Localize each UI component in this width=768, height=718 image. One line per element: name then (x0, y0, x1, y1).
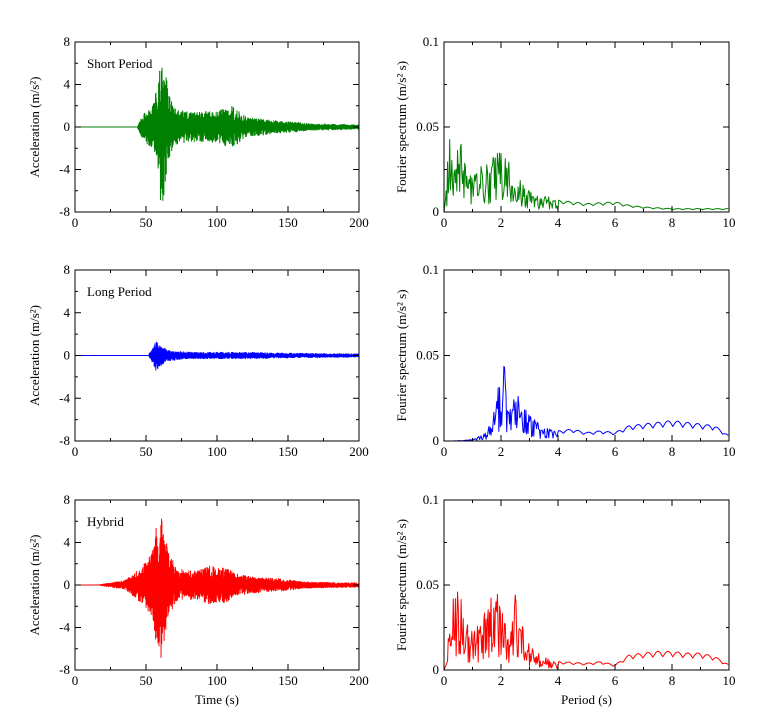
y-tick-label: 0.05 (416, 577, 439, 592)
y-tick-label: 4 (64, 77, 71, 92)
y-tick-label: -4 (59, 620, 70, 635)
x-tick-label: 50 (140, 215, 153, 230)
chart-panel-3: 0 50 100 150 200 -8 -4 0 4 8 Acceleration (m/s²) Lo… (27, 262, 369, 459)
series-line (444, 365, 729, 442)
y-tick-label: -8 (59, 204, 70, 219)
chart-panel-4: 0 2 4 6 8 10 0 0.05 0.1 Fourier spectrum (m/s² s) (394, 262, 736, 459)
y-tick-label: 8 (64, 262, 71, 277)
x-tick-label: 8 (669, 673, 676, 688)
x-tick-label: 8 (669, 444, 676, 459)
x-tick-label: 0 (441, 444, 448, 459)
x-tick-label: 2 (498, 444, 505, 459)
chart-panel-6: 0 2 4 6 8 10 0 0.05 0.1 Fourier spectrum (m/s² s)… (394, 492, 736, 707)
x-tick-label: 4 (555, 673, 562, 688)
y-axis-title: Acceleration (m/s²) (27, 535, 42, 636)
x-tick-label: 150 (278, 673, 298, 688)
x-tick-label: 6 (612, 215, 619, 230)
x-tick-label: 100 (207, 215, 227, 230)
series-line (75, 67, 360, 202)
x-tick-label: 4 (555, 215, 562, 230)
x-tick-label: 10 (723, 444, 736, 459)
x-tick-label: 4 (555, 444, 562, 459)
y-tick-label: -4 (59, 390, 70, 405)
series-line (75, 518, 360, 658)
chart-panel-5: 0 50 100 150 200 -8 -4 0 4 8 Acceleration (m/s²) Ti… (27, 492, 369, 707)
chart-panel-1: 0 50 100 150 200 -8 -4 0 4 8 Acceleration (m/s²) Sh… (27, 34, 369, 230)
y-tick-label: 4 (64, 535, 71, 550)
y-tick-label: 0.1 (423, 34, 439, 49)
x-tick-label: 200 (349, 673, 369, 688)
x-tick-label: 0 (72, 444, 79, 459)
y-tick-label: 0.1 (423, 492, 439, 507)
x-tick-label: 200 (349, 215, 369, 230)
y-tick-label: 0 (433, 433, 440, 448)
y-tick-label: 0 (64, 119, 71, 134)
y-tick-label: 0.05 (416, 348, 439, 363)
x-tick-label: 100 (207, 673, 227, 688)
y-axis-title: Acceleration (m/s²) (27, 305, 42, 406)
x-tick-label: 8 (669, 215, 676, 230)
y-tick-label: 0 (64, 577, 71, 592)
x-tick-label: 100 (207, 444, 227, 459)
plot-frame (443, 41, 730, 213)
y-tick-label: 0 (433, 662, 440, 677)
y-axis-title: Acceleration (m/s²) (27, 77, 42, 178)
x-tick-label: 2 (498, 673, 505, 688)
chart-panel-2: 0 2 4 6 8 10 0 0.05 0.1 Fourier spectrum (m/s² s) (394, 34, 736, 230)
x-tick-label: 50 (140, 444, 153, 459)
y-axis-title: Fourier spectrum (m/s² s) (394, 289, 409, 421)
y-tick-label: -8 (59, 662, 70, 677)
x-axis-title: Time (s) (195, 692, 239, 707)
y-tick-label: 8 (64, 34, 71, 49)
series-line (75, 341, 360, 371)
x-tick-label: 2 (498, 215, 505, 230)
y-axis-title: Fourier spectrum (m/s² s) (394, 519, 409, 651)
x-tick-label: 6 (612, 444, 619, 459)
x-tick-label: 0 (72, 215, 79, 230)
x-tick-label: 0 (441, 673, 448, 688)
panel-label: Long Period (87, 284, 152, 299)
x-tick-label: 50 (140, 673, 153, 688)
panel-label: Hybrid (87, 514, 124, 529)
y-tick-label: 0 (64, 348, 71, 363)
y-tick-label: 0.1 (423, 262, 439, 277)
y-tick-label: 8 (64, 492, 71, 507)
series-line (443, 591, 729, 671)
x-tick-label: 10 (723, 673, 736, 688)
y-tick-label: -4 (59, 162, 70, 177)
x-tick-label: 150 (278, 215, 298, 230)
plot-frame (443, 269, 730, 442)
y-tick-label: -8 (59, 433, 70, 448)
series-line (443, 138, 729, 213)
y-tick-label: 0 (433, 204, 440, 219)
x-tick-label: 150 (278, 444, 298, 459)
y-tick-label: 0.05 (416, 119, 439, 134)
y-tick-label: 4 (64, 305, 71, 320)
x-tick-label: 6 (612, 673, 619, 688)
x-tick-label: 0 (441, 215, 448, 230)
x-tick-label: 200 (349, 444, 369, 459)
y-axis-title: Fourier spectrum (m/s² s) (394, 61, 409, 193)
x-tick-label: 10 (723, 215, 736, 230)
panel-label: Short Period (87, 56, 153, 71)
x-axis-title: Period (s) (561, 692, 612, 707)
x-tick-label: 0 (72, 673, 79, 688)
